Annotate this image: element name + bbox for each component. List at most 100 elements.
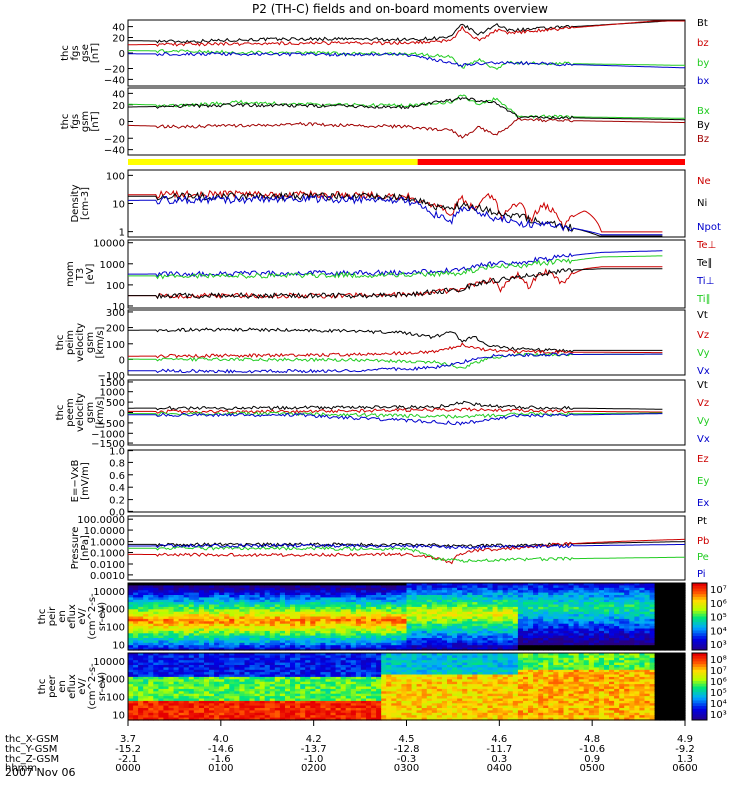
y-axis-label: thcpeimvelocitygsm[km/s]: [55, 323, 106, 362]
y-tick-label: 10: [112, 711, 125, 722]
y-tick-label: 10000: [93, 239, 125, 250]
legend-vy: Vy: [697, 348, 710, 359]
y-axis-label-line: [km/s]: [95, 396, 106, 428]
y-tick-label: 40: [112, 89, 125, 100]
y-tick-label: 0: [119, 49, 125, 60]
y-axis-label-line: sr-eV): [97, 602, 108, 631]
y-axis-label: thcpeerenefluxeV/(cm^2-s-sr-eV): [37, 663, 108, 710]
legend-by: By: [697, 120, 710, 131]
y-tick-label: −40: [104, 75, 125, 86]
y-tick-label: 100: [106, 281, 125, 292]
y-tick-label: 100: [106, 623, 125, 634]
legend-ne: Ne: [697, 176, 711, 187]
y-tick-label: 1000: [100, 260, 125, 271]
y-tick-label: 10: [112, 200, 125, 211]
y-axis-label-line: [eV]: [85, 264, 96, 285]
panel-frame: [128, 310, 685, 375]
y-tick-label: 500: [106, 398, 125, 409]
legend-ex: Ex: [697, 498, 709, 509]
y-axis-label: E=−VxB[mV/m]: [70, 460, 91, 503]
panel-peim-velocity: 3002001000−100thcpeimvelocitygsm[km/s]Vt…: [55, 308, 710, 382]
colorbar-tick-label: 10³: [710, 640, 727, 651]
legend-ez: Ez: [697, 454, 709, 465]
y-tick-label: 1.0: [109, 447, 125, 458]
panel-frame: [128, 380, 685, 445]
legend-pb: Pb: [697, 536, 709, 547]
y-tick-label: 0.0100: [90, 560, 125, 571]
panel-frame: [128, 170, 685, 237]
y-tick-label: 0.2: [109, 496, 125, 507]
legend-vy: Vy: [697, 416, 710, 427]
legend-by: by: [697, 58, 709, 69]
y-tick-label: 100: [106, 693, 125, 704]
legend-vz: Vz: [697, 398, 709, 409]
colorbar-tick-label: 10⁶: [710, 599, 727, 610]
series-bz-line: [128, 119, 685, 139]
y-tick-label: −20: [104, 134, 125, 145]
y-tick-label: 100: [106, 340, 125, 351]
y-axis-label-line: [km/s]: [95, 326, 106, 358]
y-tick-label: 300: [106, 308, 125, 319]
panel-density: 100 10 1 Density[cm-3] Ne Ni Npot: [70, 170, 721, 239]
legend-pe: Pe: [697, 552, 709, 563]
panel-peir-eflux: 10000100010010thcpeirenefluxeV/(cm^2-s-s…: [37, 583, 727, 652]
y-axis-label: thcpeemvelocitygsm[km/s]: [55, 393, 106, 432]
series-npot-line: [128, 196, 662, 235]
legend-ni: Ni: [697, 198, 707, 209]
y-tick-label: 100.0000: [77, 515, 125, 526]
y-tick-label: 200: [106, 324, 125, 335]
y-tick-label: −20: [104, 65, 125, 76]
y-axis-label: Density[cm-3]: [70, 184, 91, 222]
colorbar-tick-label: 10⁴: [710, 626, 727, 637]
y-tick-label: 0.4: [109, 483, 125, 494]
y-axis-label-line: [mV/m]: [80, 462, 91, 500]
y-tick-label: 1: [119, 228, 125, 239]
colorbar-tick-label: 10⁷: [710, 585, 727, 596]
legend-pi: Pi: [697, 569, 706, 580]
series-vx-line: [128, 413, 662, 425]
y-tick-label: 20: [112, 101, 125, 112]
y-axis-label: momT3[eV]: [65, 261, 96, 287]
series-bx-line: [128, 53, 685, 68]
legend-bz: Bz: [697, 134, 709, 145]
panel-peem-velocity: 150010005000−500−1000−1500thcpeemvelocit…: [55, 378, 710, 450]
legend-npot: Npot: [697, 222, 721, 233]
panel-pressure: 100.000010.00001.00000.10000.01000.0010P…: [70, 515, 709, 582]
legend-ey: Ey: [697, 476, 709, 487]
y-axis-label-line: sr-eV): [97, 672, 108, 701]
legend-te: Te∥: [696, 258, 713, 269]
legend-vt: Vt: [697, 310, 708, 321]
figure-title: P2 (TH-C) fields and on-board moments ov…: [252, 2, 548, 16]
y-axis-label-line: [cm-3]: [80, 187, 91, 220]
series-bt-line: [128, 21, 685, 43]
y-axis-label-line: [nT]: [90, 111, 101, 131]
panel-frame: [128, 450, 685, 512]
y-axis-label-line: [nPa]: [80, 535, 91, 561]
legend-vx: Vx: [697, 434, 710, 445]
legend-bx: Bx: [697, 106, 710, 117]
legend-bx: bx: [697, 76, 709, 87]
legend-bz: bz: [697, 38, 709, 49]
legend-ti: Ti⊥: [696, 276, 714, 287]
y-tick-label: 20: [112, 33, 125, 44]
legend-pt: Pt: [697, 516, 707, 527]
panel-peer-eflux: 10000100010010thcpeerenefluxeV/(cm^2-s-s…: [37, 653, 727, 722]
legend-vz: Vz: [697, 330, 709, 341]
legend-te: Te⊥: [696, 240, 716, 251]
series-vt-line: [128, 401, 662, 409]
y-axis-label: thcfgsgsm[nT]: [60, 111, 101, 132]
series-vt-line: [128, 328, 662, 352]
y-tick-label: 1.0000: [90, 538, 125, 549]
y-tick-label: 0.1000: [90, 548, 125, 559]
y-tick-label: 0.6: [109, 471, 125, 482]
y-tick-label: −40: [104, 146, 125, 157]
series-ti-line: [128, 251, 662, 277]
y-tick-label: 0.0010: [90, 571, 125, 582]
y-tick-label: 100: [106, 171, 125, 182]
y-axis-label: thcpeirenefluxeV/(cm^2-s-sr-eV): [37, 593, 108, 640]
